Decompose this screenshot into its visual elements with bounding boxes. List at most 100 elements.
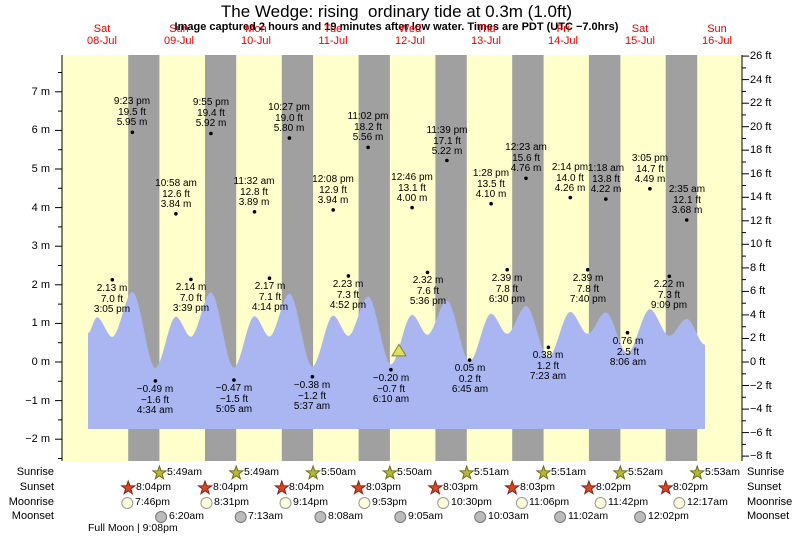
y-axis-label-left: 2 m (31, 279, 50, 291)
y-axis-label-right: 18 ft (750, 144, 772, 156)
astro-event-time: 5:50am (321, 466, 357, 478)
day-label: Thu 13-Jul (471, 23, 501, 47)
moonset-icon (474, 511, 487, 523)
astro-event-time: 5:50am (397, 466, 433, 478)
high-tide-label: 9:23 pm 19.5 ft 5.95 m (113, 96, 151, 128)
y-axis-label-right: 14 ft (750, 191, 772, 203)
moonset-icon (634, 511, 647, 523)
y-axis-label-right: 8 ft (750, 262, 766, 274)
high-tide-label: 11:39 pm 17.1 ft 5.22 m (426, 125, 468, 157)
tide-event-dot (346, 274, 351, 278)
tide-event-dot (174, 212, 178, 216)
moonrise-icon (200, 497, 213, 509)
low-tide-label: 2.32 m 7.6 ft 5:36 pm (409, 275, 447, 307)
sunrise-star-icon (228, 464, 245, 480)
tide-curve-area (88, 292, 705, 429)
sunset-star-icon (657, 479, 674, 495)
astro-event-time: 11:06pm (529, 496, 570, 508)
day-label: Sat 08-Jul (87, 23, 117, 47)
low-tide-label: 2.39 m 7.8 ft 6:30 pm (488, 273, 526, 305)
tide-event-dot (568, 195, 573, 200)
tide-event-dot (505, 267, 510, 272)
astro-row-label-right-moonset: Moonset (747, 510, 790, 522)
astro-event-time: 5:49am (244, 466, 280, 478)
sunset-star-icon (580, 479, 598, 495)
astro-row-label-left-moonrise: Moonrise (8, 496, 54, 508)
low-tide-label: −0.47 m −1.5 ft 5:05 am (215, 383, 253, 415)
sunset-star-icon (120, 479, 137, 495)
high-tide-label: 12:23 am 15.6 ft 4.76 m (505, 142, 547, 174)
y-axis-label-right: 4 ft (750, 309, 766, 321)
moonrise-icon (437, 497, 450, 509)
y-axis-label-left: 0 m (31, 356, 50, 368)
moonrise-icon (121, 497, 134, 509)
high-tide-label: 9:55 pm 19.4 ft 5.92 m (192, 97, 230, 129)
day-label: Wed 12-Jul (395, 23, 425, 47)
tide-event-dot (153, 379, 158, 383)
day-label: Sun 16-Jul (702, 23, 732, 47)
astro-event-time: 8:04pm (136, 481, 172, 493)
moonrise-icon (279, 497, 292, 509)
astro-event-time: 7:46pm (135, 496, 171, 508)
low-tide-label: 2.17 m 7.1 ft 4:14 pm (251, 281, 289, 313)
astro-event-time: 5:49am (167, 466, 203, 478)
moonrise-icon (515, 497, 528, 509)
y-axis-label-left: 5 m (31, 163, 50, 175)
y-axis-label-left: 6 m (31, 124, 50, 136)
high-tide-label: 11:32 am 12.8 ft 3.89 m (233, 176, 275, 208)
moonset-icon (314, 511, 327, 523)
y-axis-label-left: 1 m (31, 317, 50, 329)
day-label: Fri 14-Jul (548, 23, 578, 47)
astro-row-label-right-sunrise: Sunrise (747, 466, 785, 478)
astro-row-label-right-sunset: Sunset (747, 481, 782, 493)
astro-event-time: 8:04pm (213, 481, 249, 493)
high-tide-label: 1:28 pm 13.5 ft 4.10 m (472, 168, 510, 200)
sunset-star-icon (504, 479, 521, 495)
astro-event-time: 5:52am (628, 466, 664, 478)
day-label: Tue 11-Jul (318, 23, 348, 47)
low-tide-label: 0.76 m 2.5 ft 8:06 am (609, 336, 647, 368)
high-tide-label: 2:35 am 12.1 ft 3.68 m (668, 184, 706, 216)
tide-event-dot (467, 358, 472, 362)
low-tide-label: 2.22 m 7.3 ft 9:09 pm (650, 279, 688, 311)
high-tide-label: 2:14 pm 14.0 ft 4.26 m (551, 162, 589, 194)
y-axis-label-right: −4 ft (750, 403, 772, 415)
y-axis-label-right: −8 ft (750, 450, 772, 462)
astro-row-label-left-sunrise: Sunrise (16, 466, 54, 478)
astro-row-label-left-sunset: Sunset (19, 481, 54, 493)
tide-event-dot (232, 378, 236, 382)
high-tide-label: 10:27 pm 19.0 ft 5.80 m (268, 102, 310, 134)
sunrise-star-icon (151, 464, 168, 480)
sunset-star-icon (196, 479, 214, 495)
y-axis-label-right: 6 ft (750, 285, 766, 297)
tide-event-dot (489, 201, 493, 206)
tide-event-dot (310, 374, 315, 379)
tide-event-dot (524, 176, 528, 181)
tide-event-dot (287, 136, 292, 140)
y-axis-label-left: −2 m (25, 433, 50, 445)
high-tide-label: 3:05 pm 14.7 ft 4.49 m (631, 153, 669, 185)
tide-event-dot (585, 267, 590, 272)
day-label: Sat 15-Jul (625, 23, 655, 47)
y-axis-label-left: 7 m (31, 86, 50, 98)
astro-event-time: 9:05am (408, 510, 444, 522)
high-tide-label: 1:18 am 13.8 ft 4.22 m (587, 163, 625, 195)
astro-event-time: 9:14pm (293, 496, 329, 508)
high-tide-label: 12:46 pm 13.1 ft 4.00 m (391, 172, 433, 204)
y-axis-label-right: −6 ft (750, 427, 772, 439)
sunrise-star-icon (381, 464, 398, 480)
astro-event-time: 12:02pm (648, 510, 689, 522)
sunrise-star-icon (304, 464, 322, 480)
astro-event-time: 9:53pm (372, 496, 408, 508)
tide-event-dot (110, 278, 115, 282)
sunrise-star-icon (535, 464, 552, 480)
day-label: Sun 09-Jul (164, 23, 194, 47)
moonset-icon (554, 511, 567, 523)
astro-event-time: 8:03pm (520, 481, 556, 493)
astro-event-time: 8:08am (328, 510, 364, 522)
tide-event-dot (189, 277, 193, 282)
moonrise-icon (358, 497, 371, 509)
sunrise-star-icon (689, 464, 706, 480)
astro-row-label-right-moonrise: Moonrise (747, 496, 793, 508)
